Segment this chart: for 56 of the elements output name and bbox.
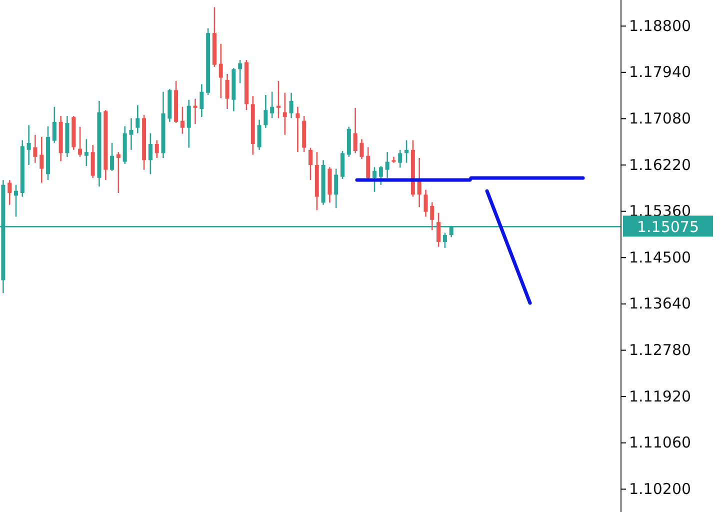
candlestick [424, 189, 428, 218]
y-tick-label: 1.14500 [629, 248, 692, 266]
candlestick [116, 151, 120, 194]
y-tick-label: 1.12780 [629, 341, 692, 360]
candlestick [186, 99, 191, 148]
candlestick [430, 202, 434, 231]
candlestick [110, 142, 114, 172]
candlestick [33, 134, 38, 164]
y-tick-label: 1.18800 [629, 16, 692, 35]
candlestick [26, 124, 31, 166]
candlestick [8, 179, 12, 206]
candlestick [193, 98, 198, 125]
candlestick [308, 147, 312, 181]
y-tick-label: 1.11060 [629, 434, 692, 452]
candlestick [442, 232, 447, 249]
candlestick [385, 151, 390, 179]
candlestick [14, 184, 18, 218]
candlestick [129, 117, 134, 151]
y-tick-label: 1.16220 [629, 156, 692, 174]
candlestick [378, 165, 383, 186]
candlestick [257, 119, 262, 151]
candlestick [366, 146, 370, 181]
candlestick [40, 136, 44, 184]
candlestick [360, 138, 364, 160]
candlestick [296, 106, 300, 153]
candlestick [90, 144, 95, 179]
candlestick [404, 140, 409, 164]
y-tick-label: 1.13640 [629, 294, 692, 313]
candlestick [398, 149, 402, 168]
candlestick [180, 106, 184, 134]
candlestick [276, 80, 280, 119]
candlestick [84, 138, 88, 167]
candlestick [264, 94, 268, 128]
candlestick [340, 150, 345, 180]
candlestick [436, 212, 441, 248]
candlestick [334, 168, 338, 209]
y-tick-label: 1.15360 [629, 202, 692, 220]
candlestick [372, 166, 377, 193]
candlestick [289, 92, 294, 119]
ref-line-label: 1.15075 [636, 218, 700, 236]
candlestick [218, 43, 223, 99]
candlestick [282, 92, 287, 136]
candlestick [353, 107, 358, 154]
candlestick [225, 73, 230, 110]
y-tick-label: 1.17080 [629, 109, 692, 128]
candlestick [52, 106, 56, 144]
candlestick [200, 84, 204, 118]
candlestick [270, 91, 274, 119]
candlestick [148, 132, 152, 175]
candlestick [78, 126, 82, 158]
y-tick-label: 1.17940 [629, 63, 692, 82]
candlestick [154, 140, 159, 159]
candlestick [136, 104, 140, 134]
y-tick-label: 1.11920 [629, 387, 692, 406]
y-tick-label: 1.10200 [629, 480, 692, 498]
candlestick [238, 59, 242, 84]
